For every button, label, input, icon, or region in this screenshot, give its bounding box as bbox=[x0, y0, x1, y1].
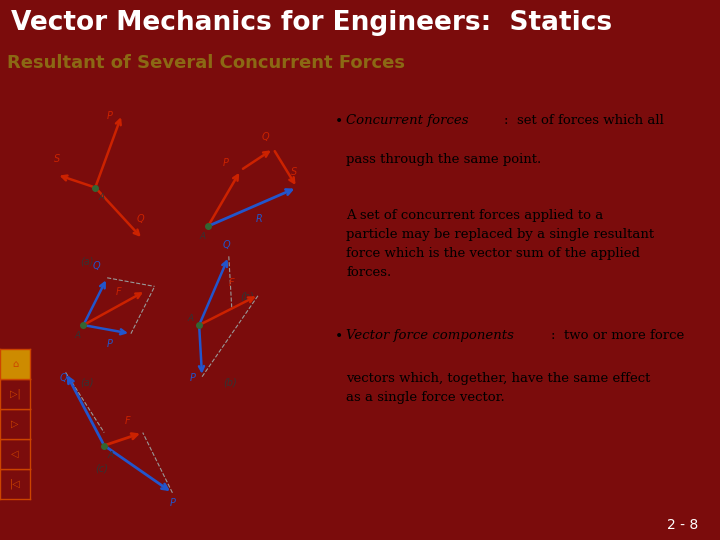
Text: :  set of forces which all: : set of forces which all bbox=[504, 114, 664, 127]
Text: ◁: ◁ bbox=[12, 449, 19, 459]
Text: ⌂: ⌂ bbox=[12, 359, 18, 369]
Text: Q: Q bbox=[92, 261, 100, 271]
Text: pass through the same point.: pass through the same point. bbox=[346, 153, 541, 166]
Text: (a): (a) bbox=[81, 377, 94, 387]
Text: A: A bbox=[107, 451, 113, 461]
Text: (b): (b) bbox=[240, 291, 254, 301]
Text: P: P bbox=[169, 498, 176, 508]
Text: •: • bbox=[335, 329, 343, 343]
Text: A: A bbox=[187, 314, 194, 323]
Text: vectors which, together, have the same effect
as a single force vector.: vectors which, together, have the same e… bbox=[346, 373, 651, 404]
Text: ▷: ▷ bbox=[12, 419, 19, 429]
Text: |◁: |◁ bbox=[9, 479, 20, 489]
Text: Concurrent forces: Concurrent forces bbox=[346, 114, 469, 127]
Text: S: S bbox=[53, 154, 60, 164]
Text: Vector Mechanics for Engineers:  Statics: Vector Mechanics for Engineers: Statics bbox=[11, 10, 612, 37]
Text: (c): (c) bbox=[95, 463, 108, 473]
Text: Q: Q bbox=[223, 240, 230, 249]
Text: P: P bbox=[107, 339, 113, 349]
Text: (a): (a) bbox=[81, 257, 94, 267]
Text: :  two or more force: : two or more force bbox=[551, 329, 684, 342]
Text: P: P bbox=[107, 111, 113, 121]
Text: Vector force components: Vector force components bbox=[346, 329, 514, 342]
Text: A: A bbox=[74, 331, 81, 340]
Text: S: S bbox=[291, 167, 297, 177]
Text: F: F bbox=[116, 287, 122, 297]
Text: 2 - 8: 2 - 8 bbox=[667, 518, 698, 532]
Text: F: F bbox=[125, 416, 130, 426]
Text: Q: Q bbox=[137, 214, 145, 224]
Text: A: A bbox=[98, 193, 104, 202]
Text: Q: Q bbox=[60, 373, 67, 383]
Text: ▷|: ▷| bbox=[9, 389, 20, 400]
Text: (b): (b) bbox=[223, 377, 237, 387]
Text: •: • bbox=[335, 114, 343, 129]
Text: F: F bbox=[229, 279, 235, 288]
Text: A set of concurrent forces applied to a
particle may be replaced by a single res: A set of concurrent forces applied to a … bbox=[346, 209, 654, 279]
Text: P: P bbox=[223, 158, 229, 168]
Text: A: A bbox=[199, 232, 205, 241]
Text: Resultant of Several Concurrent Forces: Resultant of Several Concurrent Forces bbox=[7, 55, 405, 72]
Text: P: P bbox=[190, 373, 196, 383]
Text: Q: Q bbox=[261, 132, 269, 142]
Text: R: R bbox=[256, 214, 262, 224]
